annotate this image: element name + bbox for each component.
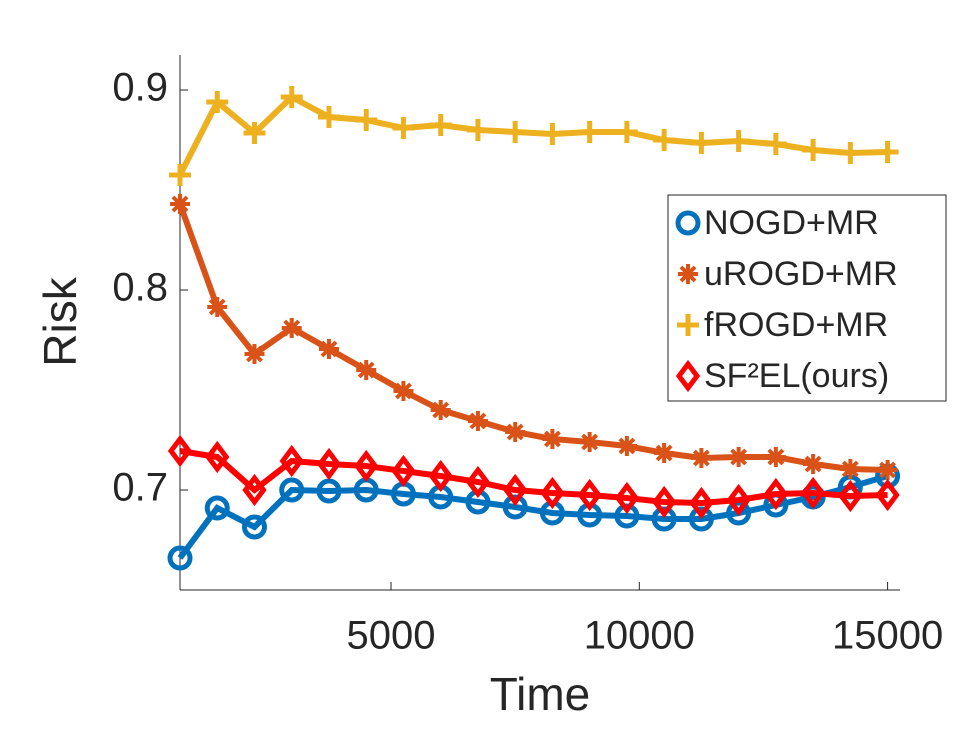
x-tick-label: 5000 [347,614,436,658]
marker [579,432,600,452]
marker [243,122,266,144]
marker [616,436,637,456]
marker [354,449,379,483]
marker [678,264,698,284]
marker [651,506,677,532]
marker [318,339,339,359]
marker [356,360,377,380]
marker [169,164,191,186]
marker [839,142,862,164]
marker [503,473,528,507]
marker [429,114,452,136]
marker [279,444,304,478]
marker [542,429,563,449]
marker [467,411,488,431]
marker [502,494,528,520]
marker [653,129,676,151]
marker [677,314,699,336]
marker [577,478,602,512]
marker [726,483,751,517]
marker [207,297,228,317]
marker [541,123,564,145]
marker [355,109,378,131]
marker [800,476,826,510]
marker [205,440,230,474]
marker [765,447,786,467]
marker [281,318,302,338]
marker [764,133,787,155]
marker [241,514,267,540]
marker [675,359,701,393]
marker [675,210,701,236]
marker [614,481,640,515]
x-tick-label: 10000 [584,614,695,658]
series-line [177,93,888,177]
legend-label: fROGD+MR [704,306,888,344]
marker [242,473,267,507]
marker [167,434,193,468]
marker [876,141,899,163]
marker [654,443,675,463]
legend-label: uROGD+MR [704,255,898,293]
marker [465,465,491,499]
marker [691,448,712,468]
legend-label: NOGD+MR [704,204,879,242]
marker [167,545,193,571]
marker [690,132,713,154]
marker [428,459,453,493]
legend-box [667,194,947,402]
marker [244,344,265,364]
marker [728,447,749,467]
marker [688,506,714,532]
marker [540,476,565,510]
marker [505,422,526,442]
marker [204,495,230,521]
marker [838,479,863,513]
marker [392,117,415,139]
marker [170,194,190,214]
marker [689,486,714,520]
marker [727,130,750,152]
y-tick-label: 0.8 [112,266,168,310]
y-axis-label: Risk [34,276,86,366]
series-line [177,473,889,560]
marker [317,106,340,128]
y-tick-label: 0.9 [112,66,168,110]
y-tick-label: 0.7 [112,466,168,510]
x-tick-label: 15000 [832,614,943,658]
marker [803,454,824,474]
marker [316,447,342,481]
legend-label: SF²EL(ours) [704,357,889,395]
marker [875,478,900,512]
marker [206,91,229,113]
marker [316,478,342,504]
marker [430,400,451,420]
marker [504,121,527,143]
marker [763,477,788,511]
marker [391,454,416,488]
marker [279,477,305,503]
marker [652,485,677,519]
marker [578,121,601,143]
marker [877,460,898,480]
marker [280,86,303,108]
marker [802,139,825,161]
marker [840,459,861,479]
marker [393,381,414,401]
marker [615,121,638,143]
marker [466,119,489,141]
x-axis-label: Time [490,668,591,720]
